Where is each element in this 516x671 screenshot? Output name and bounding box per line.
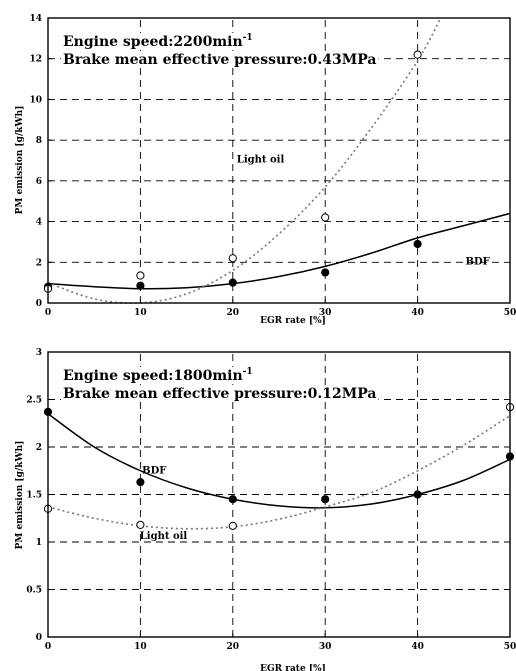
chart1-ytick-label: 6 (36, 177, 42, 187)
chart1-subtitle: Brake mean effective pressure:0.43MPa (63, 52, 376, 68)
chart1-ytick-label: 2 (36, 258, 42, 268)
chart2-xtick-label: 10 (134, 642, 147, 652)
chart2-xtick-label: 40 (411, 642, 424, 652)
chart1-ytick-label: 12 (29, 55, 42, 65)
chart1-light-oil-point (136, 271, 145, 280)
chart1-light-oil-point (413, 50, 422, 59)
chart1-bdf-point (136, 281, 145, 290)
chart1-ytick-label: 10 (29, 95, 42, 105)
chart1-xtick-label: 10 (134, 308, 147, 318)
chart1-ytick-label: 4 (36, 218, 42, 228)
chart1-light-oil-point (228, 254, 237, 263)
chart2-xtick-label: 20 (227, 642, 240, 652)
chart1-title: Engine speed:2200min-1 (63, 33, 253, 50)
chart1-annotation: Light oil (237, 155, 285, 166)
chart1-title-bg (61, 52, 379, 68)
chart2-title: Engine speed:1800min-1 (63, 367, 253, 384)
chart2-ytick-label: 0 (36, 633, 42, 643)
chart2-title-bg (61, 386, 379, 402)
chart1-bdf-point (321, 268, 330, 277)
chart2-series-light-oil-fit-line (47, 414, 511, 530)
chart2-y-axis-label: PM emission [g/kWh] (15, 441, 25, 550)
chart2-subtitle: Brake mean effective pressure:0.12MPa (63, 386, 376, 402)
chart1-panel: Engine speed:2200min-1 Brake mean effecti… (15, 14, 516, 326)
chart1-xtick-label: 0 (45, 308, 51, 318)
chart1-ytick-label: 14 (29, 14, 42, 24)
chart1-xtick-label: 30 (319, 308, 332, 318)
chart2-bdf-point (228, 495, 237, 504)
chart2-ytick-label: 3 (36, 348, 42, 358)
chart2-annotation: BDF (142, 466, 166, 477)
chart2-xtick-label: 30 (319, 642, 332, 652)
chart1-ytick-label: 0 (36, 299, 42, 309)
chart2-xtick-label: 0 (45, 642, 51, 652)
chart2-light-oil-point (228, 521, 237, 530)
chart1-bdf-point (413, 239, 422, 249)
chart1-xtick-label: 50 (504, 308, 516, 318)
chart2-series-bdf-fit-line (47, 413, 511, 509)
chart1-annotation: BDF (466, 256, 490, 267)
chart1-xtick-label: 40 (411, 308, 424, 318)
chart1-light-oil-point (321, 213, 330, 222)
chart2-title-bg (61, 367, 255, 384)
chart1-plot-frame (47, 17, 511, 304)
chart2-bdf-point (413, 490, 422, 499)
chart2-ytick-label: 2.5 (26, 396, 42, 406)
chart2-bdf-point (321, 495, 330, 504)
chart2-bdf-point (136, 478, 145, 487)
chart1-bdf-point (228, 278, 237, 287)
chart1-series-bdf-fit-line (47, 212, 511, 290)
chart1-x-axis-label: EGR rate [%] (260, 316, 326, 326)
chart1-title-bg (61, 33, 255, 50)
chart2-panel: Engine speed:1800min-1 Brake mean effecti… (15, 348, 516, 671)
chart2-ytick-label: 2 (36, 443, 42, 453)
chart2-ytick-label: 1.5 (26, 491, 42, 501)
chart1-y-axis-label: PM emission [g/kWh] (15, 106, 25, 215)
chart2-x-axis-label: EGR rate [%] (260, 664, 326, 671)
chart2-xtick-label: 50 (504, 642, 516, 652)
chart2-light-oil-point (136, 520, 145, 530)
chart2-ytick-label: 1 (36, 538, 42, 548)
chart1-xtick-label: 20 (227, 308, 240, 318)
chart2-annotation: Light oil (140, 531, 188, 542)
chart1-ytick-label: 8 (36, 136, 42, 146)
chart2-ytick-label: 0.5 (26, 586, 42, 596)
